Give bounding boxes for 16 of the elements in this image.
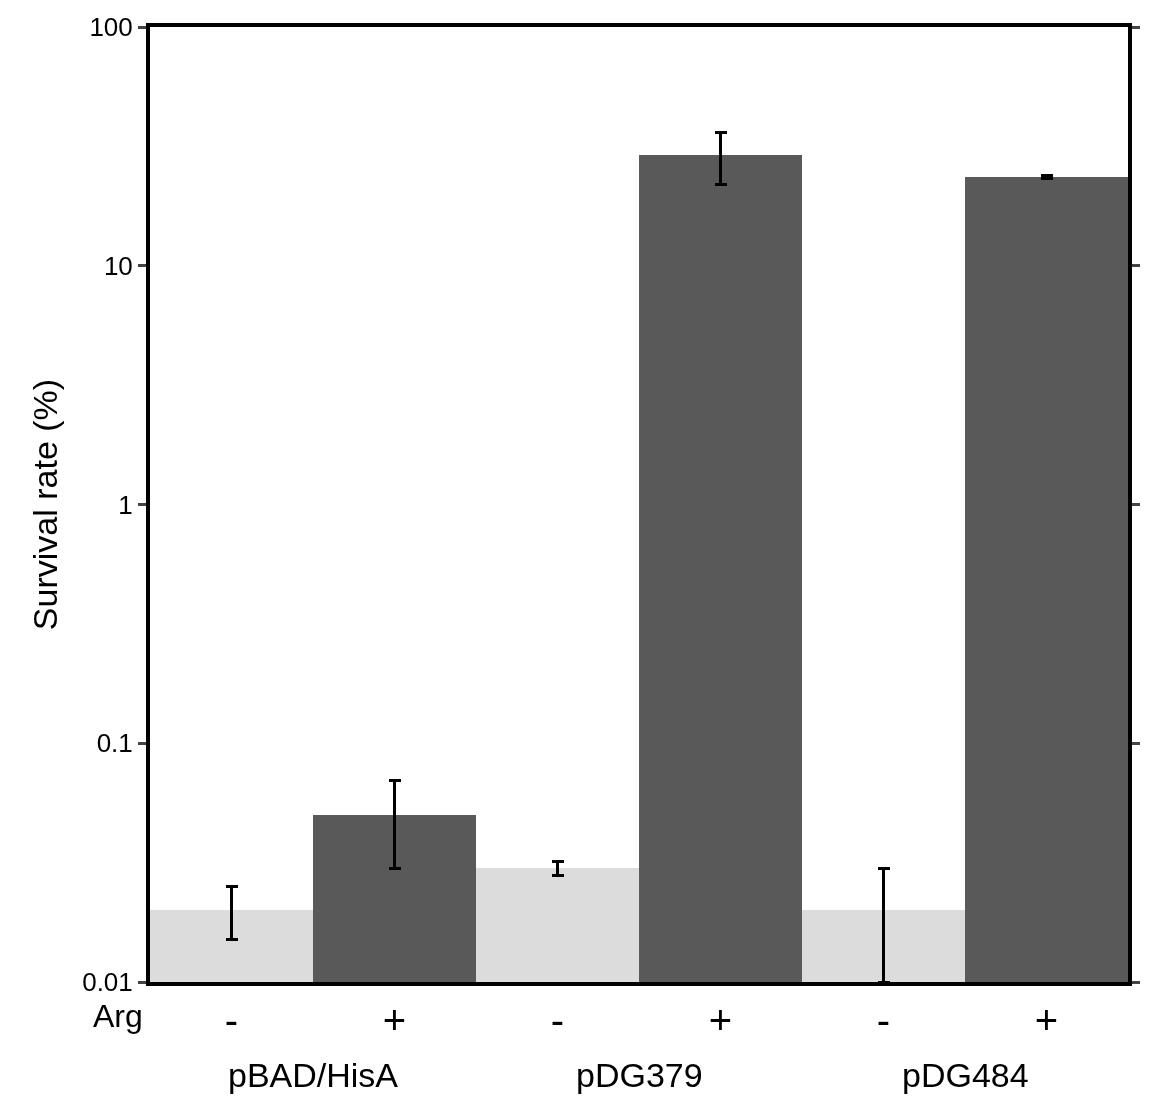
y-axis-title: Survival rate (%) <box>26 378 65 631</box>
x-tick-label: - <box>876 998 891 1042</box>
x-tick-label: + <box>382 998 407 1042</box>
text: pDG379 <box>576 1056 703 1094</box>
x-tick-label: - <box>224 998 239 1042</box>
y-tick-label: 0.01 <box>82 967 133 998</box>
y-tick-label: 100 <box>89 12 133 43</box>
x-tick-label: - <box>550 998 565 1042</box>
text: pBAD/HisA <box>228 1056 399 1094</box>
text: Arg <box>93 998 143 1034</box>
y-tick-label: 1 <box>118 489 133 520</box>
x-tick-label: + <box>1034 998 1059 1042</box>
y-tick-label: 10 <box>103 250 133 281</box>
y-tick-label: 0.1 <box>96 728 133 759</box>
text: pDG484 <box>902 1056 1029 1094</box>
x-tick-label: + <box>708 998 733 1042</box>
